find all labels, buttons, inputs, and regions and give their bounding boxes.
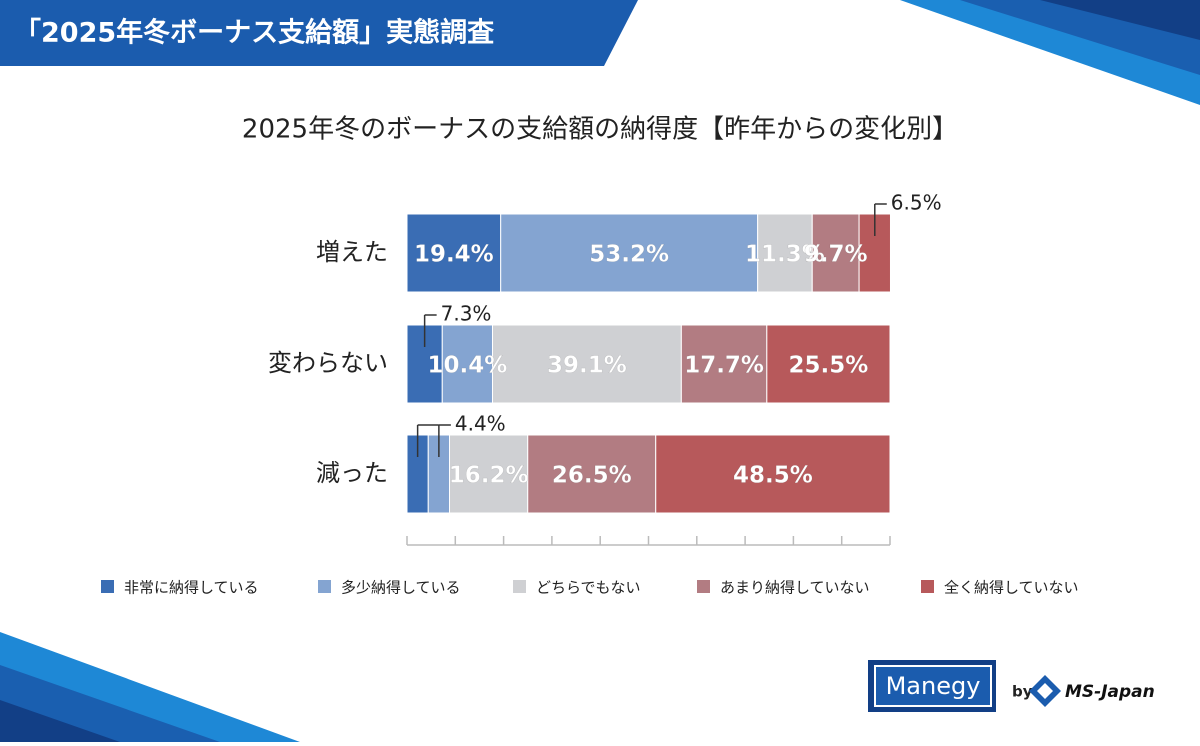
category-label: 変わらない: [268, 349, 388, 377]
value-label: 16.2%: [449, 463, 529, 489]
legend-swatch: [697, 580, 710, 593]
company: MS-Japan: [1065, 682, 1155, 702]
chart-title: 2025年冬のボーナスの支給額の納得度【昨年からの変化別】: [242, 115, 958, 145]
value-label: 48.5%: [733, 463, 813, 489]
category-label: 増えた: [316, 238, 388, 266]
bar-segment: [491, 324, 682, 404]
company-logo: [1037, 683, 1053, 699]
bar-segment: [655, 434, 891, 514]
legend-swatch: [921, 580, 934, 593]
value-label: 53.2%: [589, 242, 669, 268]
bar-segment: [500, 213, 759, 293]
decor: [0, 700, 120, 742]
bar-segment: [441, 324, 493, 404]
legend-label: 非常に納得している: [124, 579, 259, 597]
value-label: 9.7%: [804, 242, 868, 268]
bar-segment: [766, 324, 891, 404]
header-title: 「2025年冬ボーナス支給額」実態調査: [14, 17, 494, 49]
value-label: 25.5%: [789, 353, 869, 379]
value-label: 11.3%: [745, 242, 825, 268]
bar-segment: [527, 434, 657, 514]
brand: Manegy: [886, 672, 981, 700]
bar-segment: [757, 213, 813, 293]
legend-swatch: [101, 580, 114, 593]
value-label: 39.1%: [547, 353, 627, 379]
bar-segment: [449, 434, 529, 514]
category-label: 減った: [316, 459, 388, 487]
value-label: 26.5%: [552, 463, 632, 489]
value-label: 19.4%: [414, 242, 494, 268]
legend-swatch: [513, 580, 526, 593]
legend-swatch: [318, 580, 331, 593]
header-band: [0, 0, 638, 66]
legend-label: どちらでもない: [536, 579, 641, 597]
decor: [1040, 0, 1200, 40]
value-label: 10.4%: [427, 353, 507, 379]
bar-segment: [406, 213, 502, 293]
value-label: 7.3%: [441, 302, 492, 326]
legend-label: 多少納得している: [341, 579, 461, 597]
value-label: 6.5%: [891, 191, 942, 215]
legend-label: 全く納得していない: [944, 579, 1079, 597]
by: by: [1012, 683, 1033, 701]
bar-segment: [680, 324, 768, 404]
brand-inner: [874, 665, 992, 707]
legend-label: あまり納得していない: [720, 579, 870, 597]
value-label: 17.7%: [684, 353, 764, 379]
value-label: 4.4%: [455, 412, 506, 436]
